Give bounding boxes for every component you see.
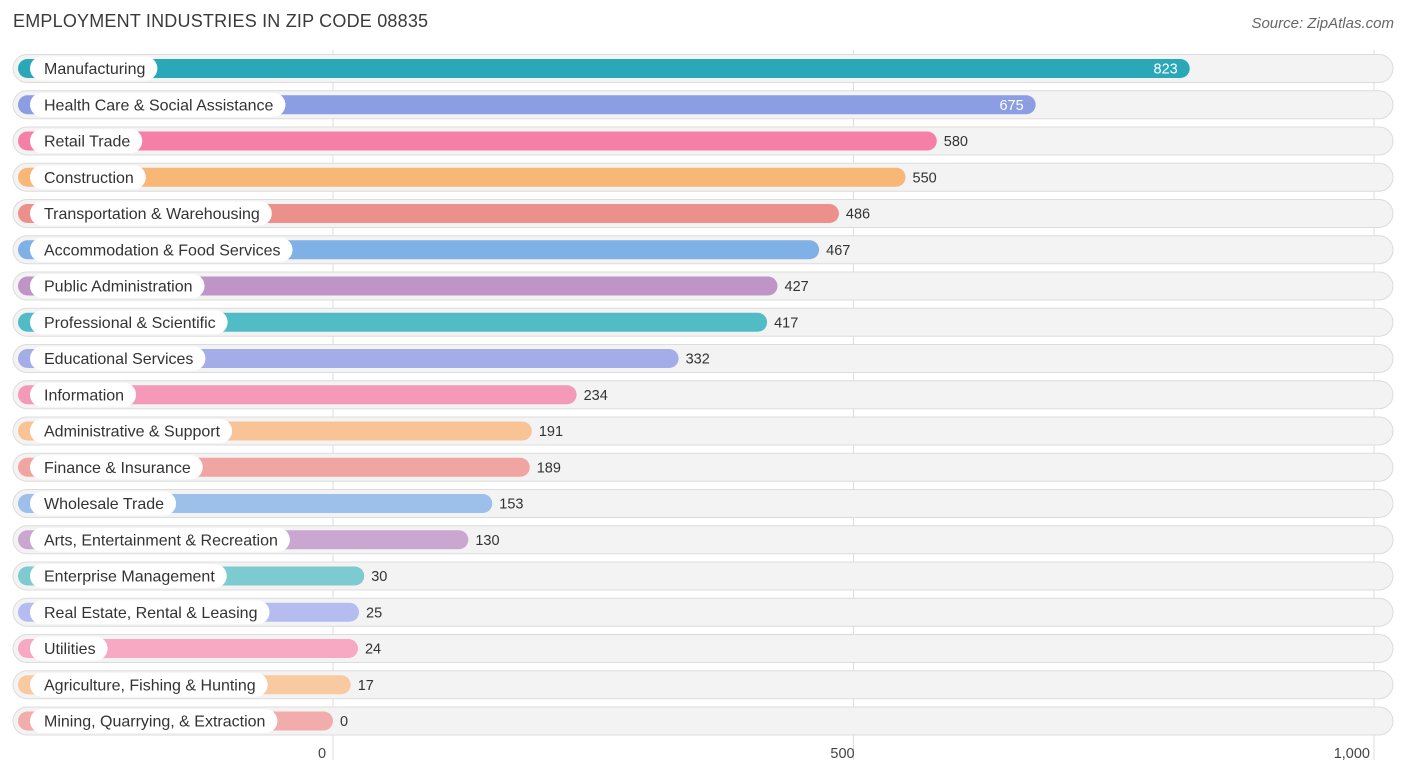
bar-rows: Manufacturing 823 Health Care & Social Ass… bbox=[12, 54, 1394, 736]
category-label: Educational Services bbox=[44, 351, 193, 368]
category-pill bbox=[30, 382, 137, 407]
category-label: Accommodation & Food Services bbox=[44, 242, 281, 259]
value-label: 24 bbox=[365, 642, 381, 658]
bar-row: Health Care & Social Assistance 675 bbox=[12, 90, 1394, 120]
category-label: Public Administration bbox=[44, 279, 193, 296]
category-label: Agriculture, Fishing & Hunting bbox=[44, 677, 256, 694]
category-pill bbox=[30, 274, 205, 298]
category-label: Mining, Quarrying, & Extraction bbox=[44, 714, 265, 731]
bar-row: Information 234 bbox=[12, 380, 1394, 410]
bar-row: Administrative & Support 191 bbox=[12, 416, 1394, 446]
bar-row: Manufacturing 823 bbox=[12, 54, 1394, 83]
value-label: 25 bbox=[366, 605, 382, 621]
value-label: 823 bbox=[1154, 62, 1178, 78]
category-pill bbox=[30, 491, 177, 516]
bar-track bbox=[12, 597, 1394, 627]
value-label: 550 bbox=[913, 170, 937, 186]
x-axis-ticks: 0 500 1,000 bbox=[318, 746, 1370, 762]
bar-row: Wholesale Trade 153 bbox=[12, 489, 1394, 518]
value-label: 234 bbox=[584, 388, 608, 404]
value-label: 427 bbox=[785, 279, 809, 295]
category-pill bbox=[30, 129, 143, 153]
bar bbox=[18, 131, 937, 151]
category-pill bbox=[30, 165, 146, 190]
tick-label: 500 bbox=[830, 746, 854, 762]
category-label: Construction bbox=[44, 170, 134, 187]
category-label: Utilities bbox=[44, 641, 96, 658]
category-pill bbox=[30, 636, 108, 661]
category-pill bbox=[30, 527, 290, 552]
value-label: 130 bbox=[475, 533, 499, 549]
category-pill bbox=[30, 56, 158, 81]
value-label: 417 bbox=[774, 315, 798, 331]
bar-row: Public Administration 427 bbox=[12, 271, 1394, 301]
category-pill bbox=[30, 237, 293, 262]
bar-row: Construction 550 bbox=[12, 162, 1394, 192]
bar-row: Educational Services 332 bbox=[12, 344, 1394, 373]
category-label: Retail Trade bbox=[44, 134, 130, 151]
category-pill bbox=[30, 310, 228, 335]
category-pill bbox=[30, 455, 203, 480]
category-label: Wholesale Trade bbox=[44, 496, 164, 513]
category-pill bbox=[30, 564, 227, 588]
category-pill bbox=[30, 709, 278, 733]
bar-row: Utilities 24 bbox=[12, 634, 1394, 663]
category-label: Health Care & Social Assistance bbox=[44, 97, 274, 114]
value-label: 191 bbox=[539, 424, 563, 440]
category-label: Enterprise Management bbox=[44, 569, 215, 586]
category-label: Manufacturing bbox=[44, 61, 145, 78]
category-pill bbox=[30, 672, 268, 697]
category-pill bbox=[30, 346, 206, 371]
category-label: Arts, Entertainment & Recreation bbox=[44, 532, 278, 549]
value-label: 486 bbox=[846, 207, 870, 223]
category-pill bbox=[30, 201, 272, 226]
bar-row: Agriculture, Fishing & Hunting 17 bbox=[12, 670, 1394, 700]
value-label: 332 bbox=[686, 352, 710, 368]
bar-row: Real Estate, Rental & Leasing 25 bbox=[12, 597, 1394, 627]
category-label: Professional & Scientific bbox=[44, 315, 216, 332]
value-label: 17 bbox=[358, 678, 374, 694]
category-pill bbox=[30, 419, 233, 443]
category-label: Transportation & Warehousing bbox=[44, 206, 260, 223]
value-label: 0 bbox=[340, 714, 348, 730]
category-label: Real Estate, Rental & Leasing bbox=[44, 605, 257, 622]
bar-row: Transportation & Warehousing 486 bbox=[12, 199, 1394, 228]
bar-track bbox=[12, 634, 1394, 663]
tick-label: 1,000 bbox=[1334, 746, 1370, 762]
bar-row: Finance & Insurance 189 bbox=[12, 452, 1394, 482]
bar bbox=[18, 59, 1190, 78]
category-pill bbox=[30, 600, 270, 625]
tick-label: 0 bbox=[318, 746, 326, 762]
chart-title: EMPLOYMENT INDUSTRIES IN ZIP CODE 08835 bbox=[13, 11, 429, 31]
category-label: Administrative & Support bbox=[44, 424, 221, 441]
bar-row: Enterprise Management 30 bbox=[12, 561, 1394, 591]
bar-row: Arts, Entertainment & Recreation 130 bbox=[12, 525, 1394, 555]
bar-track bbox=[12, 670, 1394, 700]
category-label: Finance & Insurance bbox=[44, 460, 191, 477]
value-label: 30 bbox=[371, 569, 387, 585]
category-pill bbox=[30, 92, 286, 117]
value-label: 153 bbox=[499, 497, 523, 513]
bar-row: Retail Trade 580 bbox=[12, 126, 1394, 156]
bar bbox=[18, 276, 778, 296]
bar-row: Professional & Scientific 417 bbox=[12, 307, 1394, 337]
value-label: 189 bbox=[537, 460, 561, 476]
bar-track bbox=[12, 706, 1394, 736]
chart-source: Source: ZipAtlas.com bbox=[1251, 15, 1394, 32]
bar-row: Accommodation & Food Services 467 bbox=[12, 235, 1394, 265]
bar-row: Mining, Quarrying, & Extraction 0 bbox=[12, 706, 1394, 736]
value-label: 675 bbox=[999, 98, 1023, 114]
bar bbox=[18, 167, 906, 187]
category-label: Information bbox=[44, 387, 124, 404]
value-label: 467 bbox=[826, 243, 850, 259]
bar bbox=[18, 385, 577, 405]
value-label: 580 bbox=[944, 134, 968, 150]
